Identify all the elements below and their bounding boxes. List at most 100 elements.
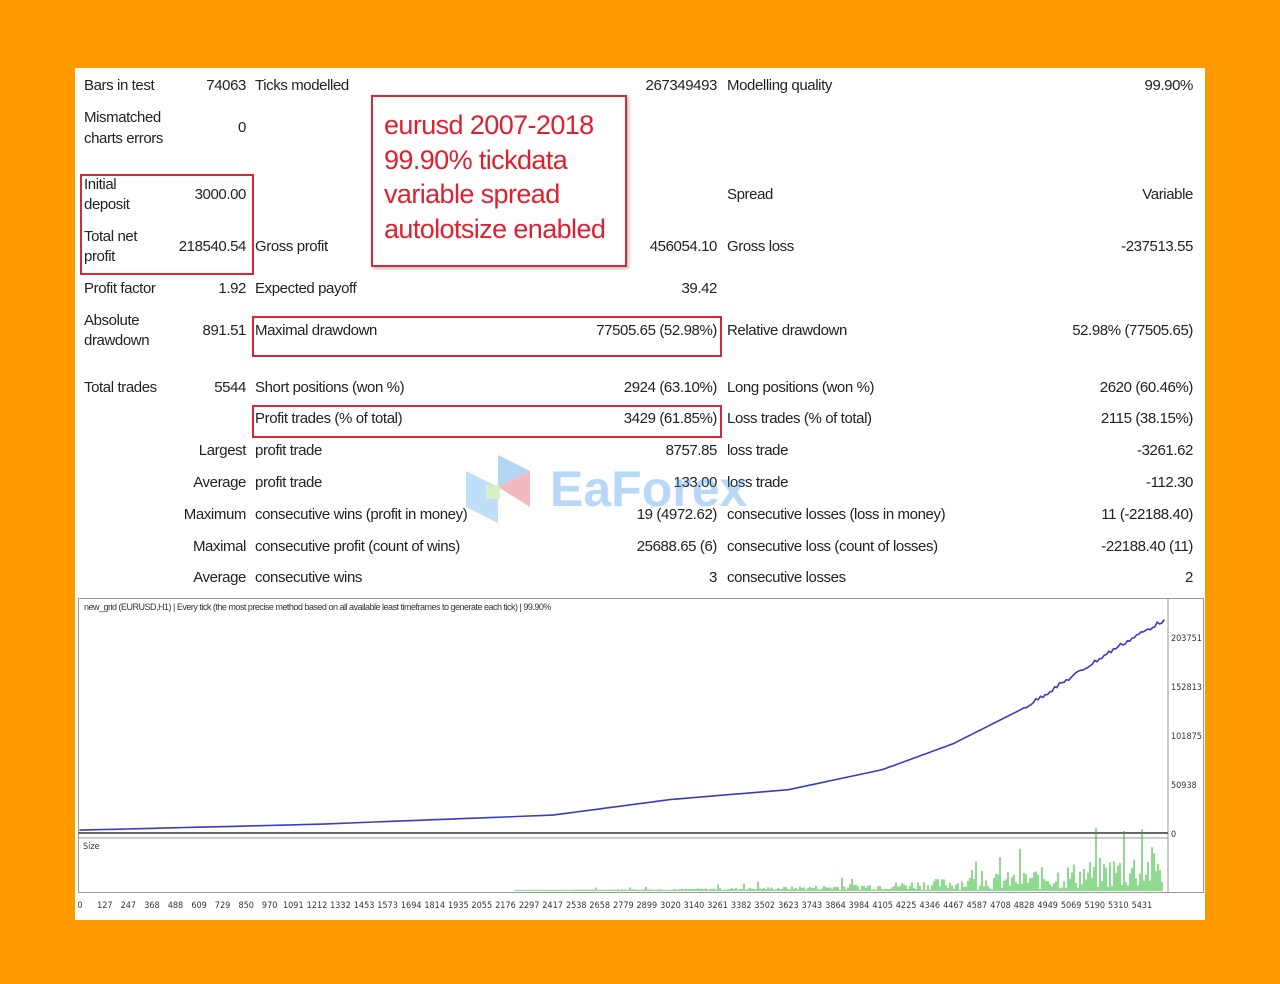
balance-point [551,814,554,816]
x-tick-label: 4587 [967,901,988,911]
x-tick-label: 2417 [542,901,563,911]
maximal-drawdown-label: Maximal drawdown [255,322,377,339]
x-tick-label: 247 [121,901,136,911]
maximal-consecutive-profit-label: consecutive profit (count of wins) [255,538,460,555]
x-tick-label: 1091 [283,901,304,911]
largest-profit-value: 8757.85 [665,442,718,459]
y-tick-label: 152813 [1171,683,1202,693]
y-tick-label: 203751 [1171,634,1202,644]
chart-title: new_grid (EURUSD,H1) | Every tick (the m… [84,602,551,612]
largest-loss-value: -3261.62 [1136,442,1193,459]
annotation-box: eurusd 2007-2018 99.90% tickdata variabl… [371,95,627,267]
x-tick-label: 729 [215,901,230,911]
profit-factor-label: Profit factor [84,280,156,297]
x-tick-label: 3502 [754,901,775,911]
x-tick-label: 2658 [589,901,610,911]
average-profit-value: 133.00 [673,474,718,491]
average-consecutive-losses-value: 2 [1185,569,1193,586]
balance-point [669,798,672,801]
bars-label: Bars in test [84,77,155,94]
profit-trades-value: 3429 (61.85%) [623,410,718,427]
mismatch-label: Mismatched [84,109,161,126]
absolute-drawdown-label-2: drawdown [84,332,150,349]
profit-trades-highlight [252,405,722,438]
x-tick-label: 3261 [707,901,728,911]
balance-point [1023,707,1025,709]
ticks-value: 267349493 [645,77,718,94]
profit-trades-label: Profit trades (% of total) [255,410,403,427]
largest-loss-label: loss trade [727,442,789,459]
balance-point [79,829,81,831]
watermark-text: EaForex [550,461,748,517]
relative-drawdown-value: 52.98% (77505.65) [1072,322,1193,339]
gross-profit-label: Gross profit [255,238,328,255]
expected-payoff-value: 39.42 [681,280,717,297]
x-tick-label: 4105 [872,901,893,911]
x-tick-label: 1332 [330,901,351,911]
x-tick-label: 2538 [566,901,587,911]
watermark-logo: EaForex [460,451,747,527]
max-consecutive-wins-value: 19 (4972.62) [636,506,718,523]
gross-profit-value: 456054.10 [649,238,718,255]
maximum-label: Maximum [183,506,247,523]
annotation-line: autolotsize enabled [384,213,606,244]
maximal-label: Maximal [192,538,246,555]
x-tick-label: 5431 [1132,901,1153,911]
x-tick-label: 3623 [778,901,799,911]
average-consecutive-wins-value: 3 [709,569,717,586]
maximal-consecutive-loss-label: consecutive loss (count of losses) [727,538,938,555]
x-tick-label: 850 [238,901,253,911]
report-panel: Bars in test 74063 Ticks modelled 267349… [75,68,1205,920]
x-tick-label: 2055 [472,901,493,911]
x-tick-label: 4949 [1037,901,1058,911]
mismatch-value: 0 [238,119,246,136]
x-tick-label: 127 [97,901,112,911]
x-tick-label: 1212 [307,901,328,911]
x-tick-label: 970 [262,901,277,911]
x-tick-label: 3382 [731,901,752,911]
annotation-line: 99.90% tickdata [384,144,568,175]
chart-frame [78,598,1204,893]
x-tick-label: 4708 [990,901,1011,911]
y-tick-label: 0 [1171,830,1176,840]
y-tick-label: 101875 [1171,732,1202,742]
short-positions-label: Short positions (won %) [255,379,405,396]
average-consecutive-label: Average [193,569,246,586]
maximal-consecutive-profit-value: 25688.65 (6) [636,538,718,555]
logo-icon [466,455,530,523]
x-tick-label: 1814 [424,901,445,911]
spread-label: Spread [727,186,773,203]
x-tick-label: 1573 [377,901,398,911]
x-tick-label: 4467 [943,901,964,911]
x-tick-label: 3864 [825,901,846,911]
x-tick-label: 2779 [613,901,634,911]
average-loss-value: -112.30 [1146,474,1193,491]
quality-value: 99.90% [1144,77,1194,94]
average-profit-label: profit trade [255,474,322,491]
annotation-line: eurusd 2007-2018 [384,110,594,140]
x-tick-label: 3020 [660,901,681,911]
x-tick-label: 1694 [401,901,422,911]
x-tick-label: 1453 [354,901,375,911]
balance-point [881,768,884,771]
balance-point [787,788,790,791]
gross-loss-label: Gross loss [727,238,794,255]
size-label: Size [83,842,100,852]
deposit-label-2: deposit [84,196,130,213]
y-tick-label: 50938 [1171,781,1197,791]
deposit-value: 3000.00 [194,186,247,203]
balance-point [313,823,316,826]
x-tick-label: 5069 [1061,901,1082,911]
largest-profit-label: profit trade [255,442,322,459]
x-tick-label: 2297 [519,901,540,911]
ticks-label: Ticks modelled [255,77,349,94]
absolute-drawdown-label: Absolute [84,312,140,329]
mismatch-label-2: charts errors [84,130,163,147]
x-tick-label: 2899 [637,901,658,911]
deposit-label: Initial [84,176,117,193]
gross-loss-value: -237513.55 [1121,238,1193,255]
relative-drawdown-label: Relative drawdown [727,322,847,339]
total-trades-label: Total trades [84,379,157,396]
loss-trades-value: 2115 (38.15%) [1100,410,1193,427]
deposit-profit-highlight [80,174,254,275]
